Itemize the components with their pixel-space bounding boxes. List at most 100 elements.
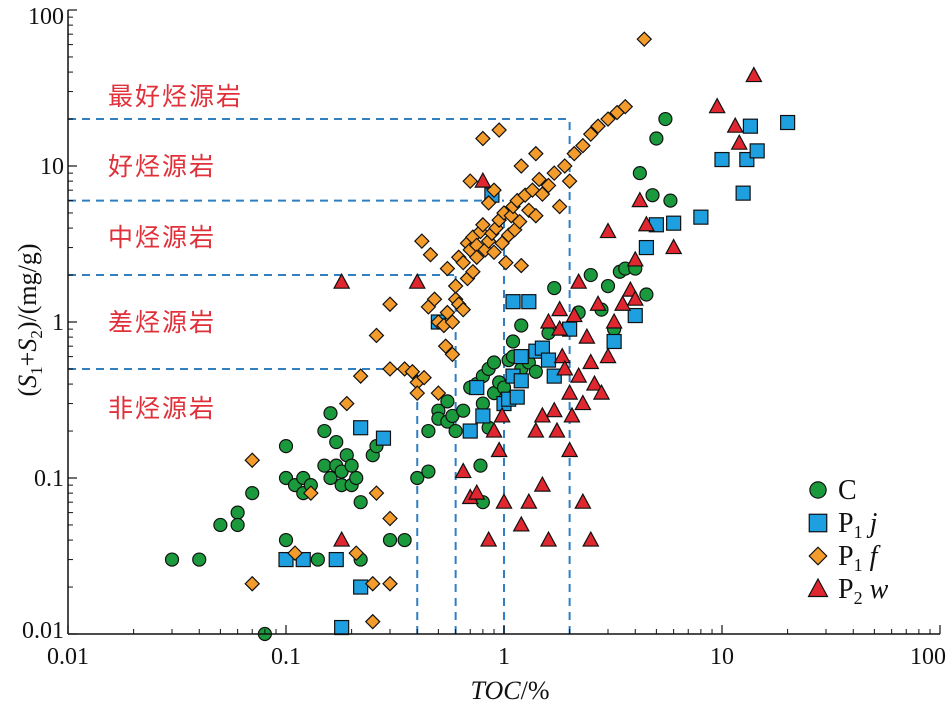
point-series-3-30 — [589, 294, 607, 311]
point-series-3-50 — [570, 272, 588, 289]
point-series-3-46 — [582, 530, 600, 547]
point-series-1-32 — [742, 118, 759, 134]
point-series-2-69 — [636, 31, 653, 48]
legend-marker-0 — [809, 481, 827, 499]
x-tick-label: 100 — [910, 644, 946, 670]
point-series-1-0 — [278, 551, 294, 568]
point-series-3-31 — [592, 383, 611, 400]
point-series-3-12 — [512, 515, 530, 532]
point-series-1-30 — [735, 185, 751, 201]
point-series-2-25 — [455, 301, 472, 318]
point-series-3-27 — [578, 327, 596, 344]
y-tick-label: 1 — [52, 310, 64, 336]
point-series-3-28 — [582, 353, 600, 370]
point-series-3-36 — [626, 289, 644, 306]
point-series-2-12 — [382, 361, 398, 377]
point-series-1-3 — [334, 619, 350, 636]
point-series-2-7 — [364, 613, 381, 630]
x-tick-label: 1 — [498, 644, 510, 670]
point-series-0-4 — [230, 517, 245, 533]
point-series-0-16 — [317, 423, 332, 439]
point-series-2-22 — [444, 346, 461, 363]
legend-label-0: C — [838, 475, 857, 506]
point-series-1-2 — [328, 551, 344, 568]
point-series-2-83 — [444, 314, 461, 330]
point-series-3-34 — [613, 294, 632, 311]
point-series-2-73 — [528, 145, 544, 162]
point-series-0-56 — [505, 334, 521, 349]
point-series-3-49 — [539, 312, 558, 329]
tick-labels: 0.01 0.1 1 10 100 0.01 0.1 1 10 100 — [22, 4, 946, 670]
point-series-3-48 — [533, 406, 551, 423]
point-series-3-6 — [474, 171, 492, 188]
y-tick-label: 0.1 — [34, 466, 64, 492]
point-series-1-35 — [513, 349, 529, 365]
point-series-3-21 — [556, 359, 574, 376]
point-series-3-10 — [493, 406, 511, 423]
point-series-0-74 — [645, 188, 660, 203]
point-series-1-36 — [505, 294, 521, 310]
point-series-3-23 — [563, 406, 581, 423]
point-series-0-31 — [382, 532, 398, 548]
point-series-0-9 — [278, 532, 294, 548]
point-series-0-0 — [164, 552, 180, 567]
point-series-1-34 — [780, 114, 796, 131]
point-series-0-17 — [323, 406, 338, 421]
point-series-2-72 — [513, 158, 530, 174]
point-series-0-27 — [353, 495, 368, 510]
point-series-2-86 — [368, 327, 385, 344]
point-series-2-66 — [600, 111, 616, 127]
point-series-3-9 — [490, 441, 508, 458]
zone-label-2: 中烃源岩 — [108, 223, 216, 252]
legend: CP1 jP1 fP2 w — [807, 475, 889, 608]
point-series-0-46 — [475, 396, 490, 411]
point-series-2-18 — [426, 291, 443, 308]
point-series-2-43 — [498, 254, 514, 271]
point-series-2-71 — [462, 173, 479, 189]
legend-marker-1 — [808, 513, 828, 533]
point-series-3-14 — [533, 475, 551, 492]
legend-label-3: P2 w — [838, 574, 889, 608]
point-series-3-42 — [730, 133, 748, 150]
point-series-0-73 — [639, 287, 654, 302]
point-series-2-68 — [617, 98, 634, 115]
point-series-1-8 — [462, 423, 478, 439]
point-series-0-60 — [528, 364, 543, 379]
zone-label-3: 差烃源岩 — [108, 308, 216, 337]
x-tick-label: 0.1 — [271, 644, 301, 670]
point-series-2-9 — [382, 575, 398, 592]
point-series-2-61 — [561, 173, 578, 189]
point-series-3-38 — [637, 215, 656, 232]
zone-label-4: 非烃源岩 — [108, 394, 216, 423]
point-series-0-1 — [192, 552, 207, 567]
point-series-2-65 — [590, 118, 606, 135]
zone-label-1: 好烃源岩 — [108, 152, 216, 181]
point-series-0-2 — [213, 517, 228, 533]
point-series-2-55 — [531, 171, 548, 188]
point-series-2-50 — [513, 257, 530, 274]
point-series-3-16 — [545, 401, 563, 418]
point-series-0-75 — [649, 131, 664, 146]
point-series-2-5 — [348, 545, 365, 561]
point-series-3-45 — [574, 492, 592, 509]
point-series-2-60 — [556, 158, 573, 174]
point-series-3-0 — [333, 272, 351, 289]
legend-marker-3 — [807, 577, 829, 598]
point-series-2-2 — [287, 545, 303, 561]
point-series-2-4 — [338, 395, 355, 412]
point-series-2-82 — [414, 233, 430, 249]
point-series-1-29 — [714, 151, 730, 168]
point-series-3-43 — [745, 66, 763, 83]
point-series-3-22 — [561, 383, 579, 400]
x-tick-label: 0.01 — [47, 644, 89, 670]
axes — [67, 9, 941, 635]
point-series-0-57 — [514, 318, 529, 333]
legend-marker-2 — [808, 546, 828, 566]
y-axis-label: (S1+S2)/(mg/g) — [13, 244, 46, 397]
point-series-3-41 — [726, 116, 744, 133]
point-series-0-72 — [632, 166, 647, 181]
point-series-2-6 — [352, 368, 369, 384]
point-series-1-23 — [606, 333, 622, 350]
point-series-0-63 — [547, 280, 562, 296]
